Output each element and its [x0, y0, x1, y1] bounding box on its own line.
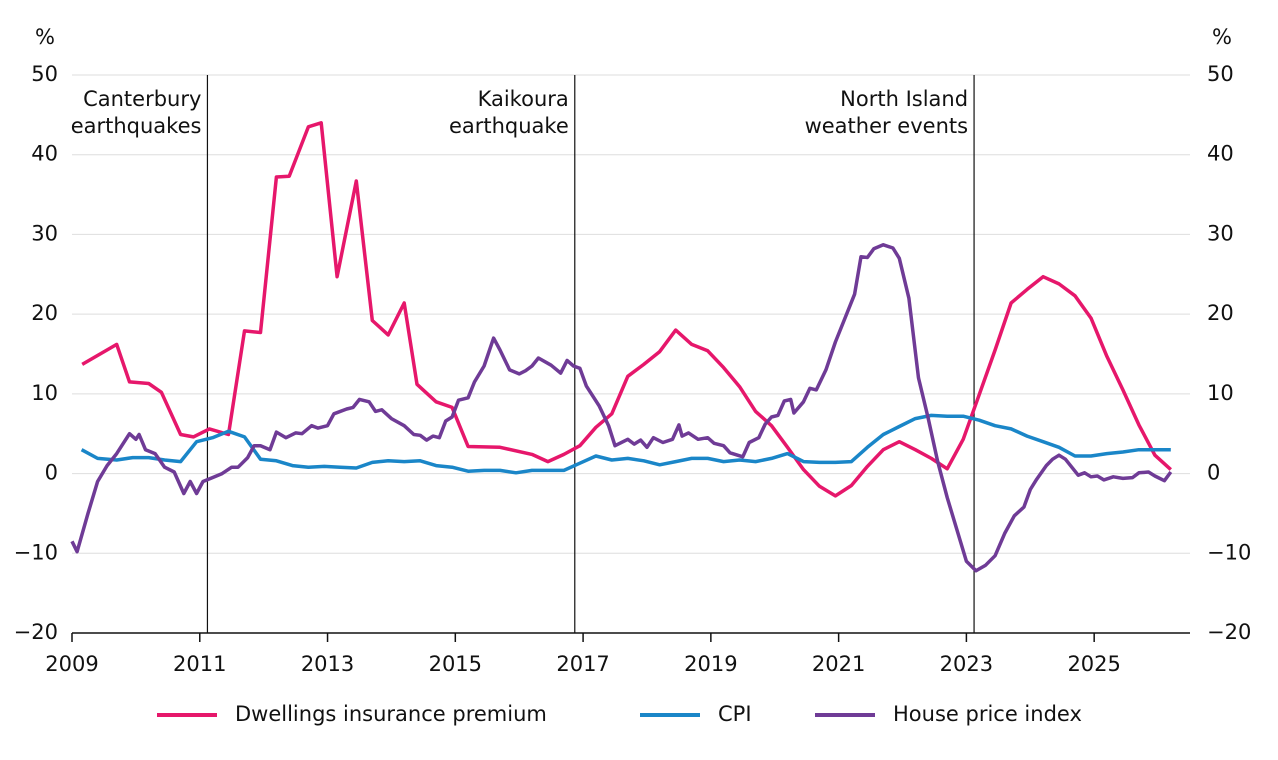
- y2-tick-label: −10: [1207, 540, 1251, 564]
- y2-tick-label: 30: [1207, 221, 1234, 245]
- y2-tick-label: 50: [1207, 62, 1234, 86]
- x-tick-label: 2019: [684, 652, 737, 676]
- y2-tick-label: 10: [1207, 381, 1234, 405]
- event-label: Canterbury: [83, 87, 201, 111]
- x-tick-label: 2015: [429, 652, 482, 676]
- y2-unit: %: [1212, 25, 1232, 49]
- event-label: Kaikoura: [478, 87, 569, 111]
- x-tick-label: 2017: [556, 652, 609, 676]
- series-line: [70, 243, 1173, 573]
- x-tick-label: 2013: [301, 652, 354, 676]
- series-line: [80, 413, 1171, 475]
- y-tick-label: 30: [31, 221, 58, 245]
- y2-tick-label: 40: [1207, 142, 1234, 166]
- x-tick-label: 2023: [940, 652, 993, 676]
- legend-label: House price index: [893, 702, 1082, 726]
- x-tick-label: 2025: [1067, 652, 1120, 676]
- event-label: weather events: [805, 114, 969, 138]
- series-line: [81, 121, 1172, 498]
- x-tick-label: 2011: [173, 652, 226, 676]
- legend-label: CPI: [718, 702, 752, 726]
- legend-label: Dwellings insurance premium: [235, 702, 547, 726]
- y2-tick-label: 20: [1207, 301, 1234, 325]
- y-tick-label: 10: [31, 381, 58, 405]
- event-label: North Island: [840, 87, 968, 111]
- x-tick-label: 2021: [812, 652, 865, 676]
- y-tick-label: 40: [31, 142, 58, 166]
- y2-tick-label: −20: [1207, 620, 1251, 644]
- y-tick-label: −20: [14, 620, 58, 644]
- y-tick-label: 20: [31, 301, 58, 325]
- y2-tick-label: 0: [1207, 461, 1220, 485]
- event-label: earthquakes: [71, 114, 202, 138]
- y-tick-label: −10: [14, 540, 58, 564]
- y-tick-label: 0: [45, 461, 58, 485]
- y-unit: %: [35, 25, 55, 49]
- y-tick-label: 50: [31, 62, 58, 86]
- x-tick-label: 2009: [45, 652, 98, 676]
- event-label: earthquake: [449, 114, 569, 138]
